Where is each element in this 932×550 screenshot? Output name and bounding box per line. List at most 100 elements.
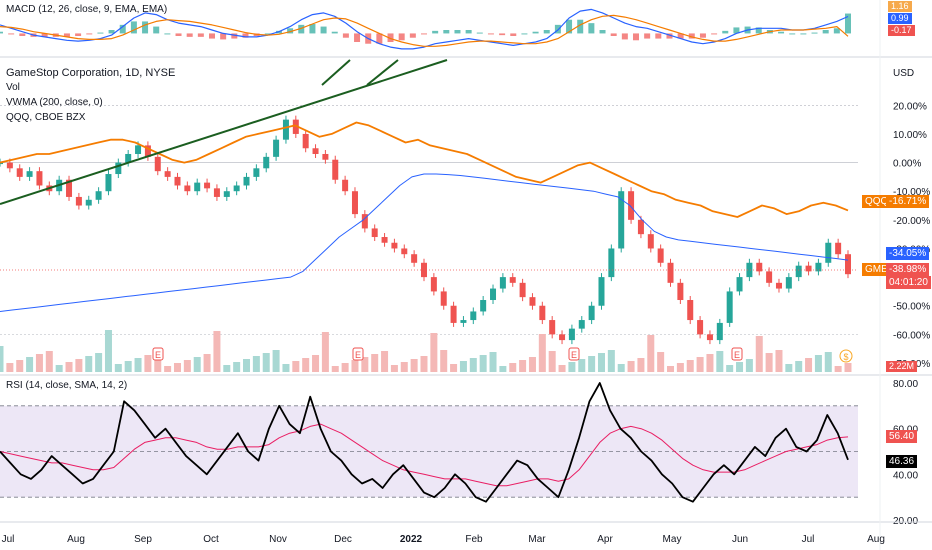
candle-body	[805, 265, 812, 272]
volume-bar	[124, 361, 132, 372]
candle-body	[253, 168, 260, 177]
volume-bar	[371, 354, 379, 372]
candle-body	[401, 248, 408, 255]
earnings-marker: E	[568, 347, 580, 361]
candle-body	[273, 139, 280, 157]
candle-body	[36, 171, 43, 186]
volume-bar	[193, 357, 201, 372]
rsi-ma-tag: 56.40	[886, 430, 918, 443]
macd-histogram-bar	[387, 33, 394, 42]
vwma-label: VWMA (200, close, 0)	[6, 97, 103, 108]
candle-body	[342, 179, 349, 192]
candle-body	[795, 265, 802, 278]
macd-histogram-bar	[532, 31, 539, 34]
earnings-marker-box	[352, 347, 364, 361]
earnings-marker-label: E	[734, 350, 740, 360]
volume-bar	[578, 359, 586, 372]
volume-bar	[607, 350, 615, 372]
candle-body	[815, 262, 822, 272]
volume-bar	[341, 363, 349, 372]
macd-histogram-bar	[75, 33, 82, 36]
candle-body	[775, 282, 782, 289]
x-tick-label: Jun	[732, 534, 748, 545]
y-tick-label: 20.00%	[893, 101, 927, 112]
signal-line	[0, 14, 849, 47]
candle-body	[312, 148, 319, 154]
macd-histogram-bar	[521, 33, 528, 35]
candle-body	[549, 320, 556, 335]
candle-body	[568, 328, 575, 341]
macd-histogram-bar	[409, 33, 416, 38]
macd-histogram-bar	[443, 30, 450, 34]
volume-bar	[262, 353, 270, 372]
volume-bar	[26, 357, 34, 372]
macd-histogram-bar	[566, 19, 573, 34]
volume-bar	[282, 364, 290, 372]
volume-bar	[430, 333, 438, 372]
candle-body	[756, 262, 763, 272]
earnings-marker: E	[352, 347, 364, 361]
macd-label: MACD (12, 26, close, 9, EMA, EMA)	[6, 4, 168, 15]
macd-histogram-bar	[8, 33, 15, 35]
volume-bar	[114, 364, 122, 372]
candle-body	[766, 271, 773, 283]
volume-bar	[785, 364, 793, 372]
macd-histogram-bar	[454, 30, 461, 34]
currency-label: USD	[893, 68, 915, 79]
macd-histogram-bar	[242, 33, 249, 38]
volume-bar	[548, 351, 556, 372]
volume-bar	[745, 359, 753, 372]
volume-bar	[469, 358, 477, 372]
macd-histogram-bar	[822, 30, 829, 34]
volume-bar	[410, 359, 418, 372]
candle-body	[598, 277, 605, 306]
qqq-name-tag: QQQ	[862, 195, 892, 208]
macd-histogram-bar	[209, 33, 215, 39]
volume-bar	[390, 365, 398, 372]
candle-body	[144, 145, 151, 157]
macd-histogram-bar	[320, 26, 327, 34]
x-tick-label: May	[663, 534, 682, 545]
x-tick-label: Nov	[269, 534, 287, 545]
earnings-marker-box	[568, 347, 580, 361]
earnings-marker-box	[152, 347, 164, 361]
volume-bar	[686, 360, 694, 372]
candle-body	[628, 191, 635, 220]
volume-bar	[16, 360, 24, 372]
candle-body	[509, 277, 516, 283]
candle-body	[213, 188, 220, 197]
candle-body	[75, 196, 82, 206]
macd-histogram-bar	[487, 33, 494, 35]
qqq-value-tag: -16.71%	[886, 195, 930, 208]
candle-body	[667, 262, 674, 283]
x-tick-label: Jul	[802, 534, 815, 545]
volume-bar	[312, 355, 320, 372]
volume-bar	[6, 363, 14, 372]
candle-body	[322, 153, 329, 160]
candle-body	[637, 219, 644, 235]
x-tick-label: Feb	[465, 534, 483, 545]
macd-histogram-bar	[175, 33, 182, 36]
candle-body	[716, 322, 723, 341]
macd-histogram-bar	[733, 27, 740, 34]
candle-body	[351, 191, 358, 215]
macd-histogram-bar	[19, 33, 26, 36]
macd-histogram-bar	[677, 33, 684, 39]
macd-histogram-bar	[778, 31, 785, 34]
volume-bar	[775, 350, 783, 372]
candle-body	[460, 320, 467, 323]
volume-bar	[814, 355, 822, 372]
macd-histogram-bar	[153, 26, 160, 34]
macd-histogram-bar	[197, 33, 204, 37]
volume-bar	[834, 366, 842, 372]
volume-bar	[55, 365, 63, 372]
vol-label: Vol	[6, 82, 20, 93]
volume-bar	[617, 364, 625, 372]
volume-bar	[361, 357, 369, 372]
candle-body	[470, 311, 477, 321]
y-tick-label: -50.00%	[893, 302, 930, 313]
macd-histogram-bar	[655, 33, 662, 39]
candle-body	[233, 185, 240, 192]
candle-body	[588, 305, 595, 321]
